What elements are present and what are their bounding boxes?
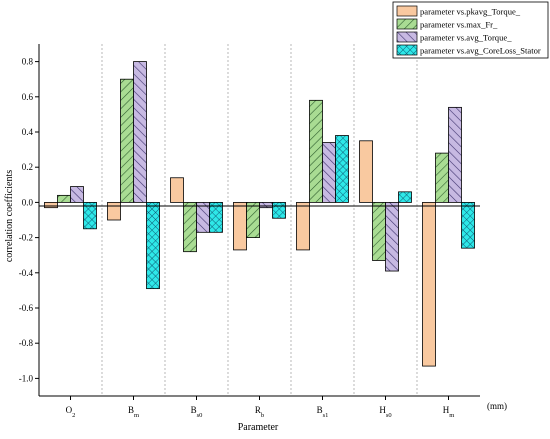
legend-swatch bbox=[396, 5, 418, 17]
x-ticks: O2 Bm Bs0 Rb Bs1 Hs0 Hm bbox=[66, 396, 455, 419]
legend: parameter vs.pkavg_Torque_ parameter vs.m… bbox=[392, 1, 549, 59]
bar-parameter-vs-max-fr-rb bbox=[246, 201, 260, 238]
legend-swatch bbox=[396, 18, 418, 30]
y-tick-label: -0.4 bbox=[19, 268, 34, 278]
x-tick-label-bs0: Bs0 bbox=[191, 405, 203, 419]
bar-parameter-vs-avg-torque-o2 bbox=[70, 186, 84, 203]
bar-parameter-vs-avg-torque-bm bbox=[133, 61, 147, 203]
bar-parameter-vs-max-fr-o2 bbox=[57, 194, 71, 203]
bar-parameter-vs-avg-torque-bs0 bbox=[196, 201, 210, 233]
bar-parameter-vs-avg-coreloss-stator-hs0 bbox=[398, 191, 412, 203]
legend-label: parameter vs.max_Fr_ bbox=[420, 20, 498, 30]
bar-parameter-vs-avg-coreloss-stator-o2 bbox=[83, 201, 97, 230]
y-tick-label: 0.4 bbox=[22, 127, 34, 137]
bar-parameter-vs-pkavg-torque-hm bbox=[422, 201, 436, 367]
y-tick-label: 0.2 bbox=[22, 162, 33, 172]
y-tick-label: -0.2 bbox=[19, 233, 33, 243]
bar-parameter-vs-pkavg-torque-hs0 bbox=[359, 140, 373, 203]
legend-swatch bbox=[396, 44, 418, 56]
bar-parameter-vs-pkavg-torque-bs0 bbox=[170, 177, 184, 203]
bar-parameter-vs-avg-torque-hm bbox=[448, 106, 462, 203]
bar-parameter-vs-avg-coreloss-stator-bs0 bbox=[209, 201, 223, 233]
x-tick-label-o2: O2 bbox=[66, 405, 76, 419]
bar-parameter-vs-pkavg-torque-rb bbox=[233, 201, 247, 251]
bar-parameter-vs-max-fr-bs0 bbox=[183, 201, 197, 253]
bar-parameter-vs-pkavg-torque-bs1 bbox=[296, 201, 310, 251]
bar-parameter-vs-pkavg-torque-o2 bbox=[44, 201, 58, 209]
legend-swatch bbox=[396, 31, 418, 43]
x-tick-label-rb: Rb bbox=[255, 405, 264, 419]
y-tick-label: -0.8 bbox=[19, 338, 34, 348]
bars bbox=[44, 61, 475, 367]
x-unit-note: (mm) bbox=[487, 401, 507, 411]
x-tick-label-hs0: Hs0 bbox=[379, 405, 391, 419]
bar-parameter-vs-max-fr-bs1 bbox=[309, 99, 323, 203]
bar-parameter-vs-avg-coreloss-stator-rb bbox=[272, 201, 286, 219]
legend-label: parameter vs.avg_Torque_ bbox=[420, 33, 512, 43]
y-tick-label: 0.6 bbox=[22, 92, 34, 102]
x-axis-title: Parameter bbox=[238, 422, 279, 433]
x-tick-label-bs1: Bs1 bbox=[317, 405, 329, 419]
bar-parameter-vs-avg-torque-rb bbox=[259, 201, 273, 209]
legend-box bbox=[392, 1, 549, 59]
bar-parameter-vs-max-fr-hm bbox=[435, 152, 449, 203]
legend-label: parameter vs.avg_CoreLoss_Stator bbox=[420, 46, 541, 56]
category-separators bbox=[101, 44, 418, 396]
x-tick-label-hm: Hm bbox=[443, 405, 455, 419]
y-tick-label: -1.0 bbox=[19, 373, 34, 383]
y-ticks: 0.8 0.6 0.4 0.2 0.0 -0.2 -0.4 -0.6 -0.8 -1.0 bbox=[19, 57, 39, 383]
bar-parameter-vs-avg-coreloss-stator-hm bbox=[461, 201, 475, 249]
bar-parameter-vs-avg-coreloss-stator-bm bbox=[146, 201, 160, 290]
y-axis-title: correlation coefficients bbox=[4, 170, 15, 262]
x-tick-label-bm: Bm bbox=[128, 405, 139, 419]
bar-parameter-vs-avg-coreloss-stator-bs1 bbox=[335, 135, 349, 203]
bar-parameter-vs-max-fr-bm bbox=[120, 78, 134, 203]
bar-parameter-vs-max-fr-hs0 bbox=[372, 201, 386, 261]
bar-parameter-vs-pkavg-torque-bm bbox=[107, 201, 121, 221]
legend-label: parameter vs.pkavg_Torque_ bbox=[420, 7, 521, 17]
bar-parameter-vs-avg-torque-bs1 bbox=[322, 142, 336, 203]
y-tick-label: -0.6 bbox=[19, 303, 34, 313]
y-tick-label: 0.0 bbox=[22, 197, 34, 207]
y-tick-label: 0.8 bbox=[22, 57, 34, 67]
bar-parameter-vs-avg-torque-hs0 bbox=[385, 201, 399, 272]
